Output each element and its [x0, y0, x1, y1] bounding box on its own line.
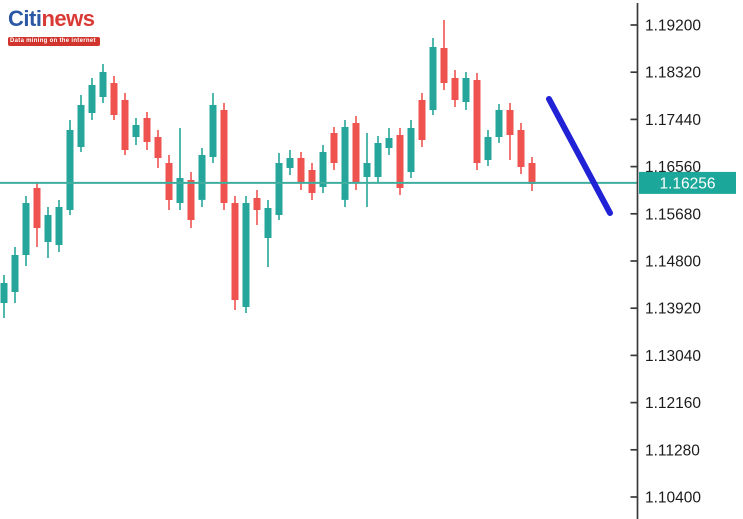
candle-series: [0, 20, 536, 318]
y-axis-tick-label: 1.11280: [645, 442, 700, 459]
candle: [341, 120, 349, 207]
candle: [429, 38, 437, 115]
candle: [121, 93, 129, 155]
y-axis-tick-label: 1.18320: [645, 65, 701, 82]
current-price-label: 1.16256: [639, 171, 736, 194]
candle: [176, 128, 184, 210]
y-axis-tick-label: 1.10400: [645, 490, 701, 507]
candle: [44, 207, 52, 258]
candle: [33, 182, 41, 247]
candle: [187, 172, 195, 228]
logo-wordmark: Citinews: [8, 8, 100, 30]
candle: [396, 128, 404, 195]
candle: [264, 200, 272, 267]
candle: [0, 275, 8, 318]
candle: [484, 130, 492, 166]
candle: [517, 123, 525, 174]
candle: [528, 157, 536, 191]
y-axis-scale[interactable]: 1.19200 1.18320 1.17440 1.16560 1.15680 1.148…: [630, 3, 702, 519]
y-axis-tick-label: 1.16560: [645, 159, 701, 176]
y-axis-tick-label: 1.17440: [645, 112, 701, 129]
candle: [418, 93, 426, 147]
candle: [275, 153, 283, 220]
candle: [308, 163, 316, 200]
candle: [363, 133, 371, 207]
candle: [11, 247, 19, 303]
candle: [451, 70, 459, 107]
logo-tagline: Data mining on the internet: [8, 37, 100, 46]
candle: [132, 118, 140, 145]
candle: [330, 127, 338, 170]
candle: [154, 130, 162, 168]
y-axis-tick-label: 1.19200: [645, 18, 701, 35]
candle: [198, 148, 206, 207]
y-axis-tick-label: 1.13920: [645, 301, 701, 318]
candle: [374, 136, 382, 183]
candle: [286, 150, 294, 175]
candle: [352, 116, 360, 190]
current-price-label-text: 1.16256: [659, 175, 715, 192]
candle: [22, 196, 30, 266]
y-axis-tick-label: 1.13040: [645, 348, 701, 365]
y-axis-tick-label: 1.15680: [645, 206, 701, 223]
candle: [220, 103, 228, 210]
candle: [110, 76, 118, 120]
candle: [242, 196, 250, 313]
trend-line[interactable]: [546, 96, 613, 216]
candle: [77, 95, 85, 152]
candle: [407, 120, 415, 178]
candle: [473, 73, 481, 170]
candle: [253, 190, 261, 225]
candle: [297, 152, 305, 190]
candle: [506, 103, 514, 160]
y-axis-tick-label: 1.12160: [645, 395, 701, 412]
candle: [88, 78, 96, 120]
logo-news: news: [41, 6, 95, 31]
candle: [209, 93, 217, 163]
candle: [55, 200, 63, 252]
candle: [143, 112, 151, 150]
candle: [231, 196, 239, 310]
candle: [462, 72, 470, 110]
candle: [319, 145, 327, 193]
logo: Citinews Data mining on the internet: [8, 8, 100, 46]
logo-citi: Citi: [8, 6, 42, 31]
candle: [66, 120, 74, 215]
candle: [99, 64, 107, 103]
candle: [495, 104, 503, 143]
y-axis-tick-label: 1.14800: [645, 254, 701, 271]
candle: [440, 20, 448, 90]
candle: [385, 128, 393, 155]
